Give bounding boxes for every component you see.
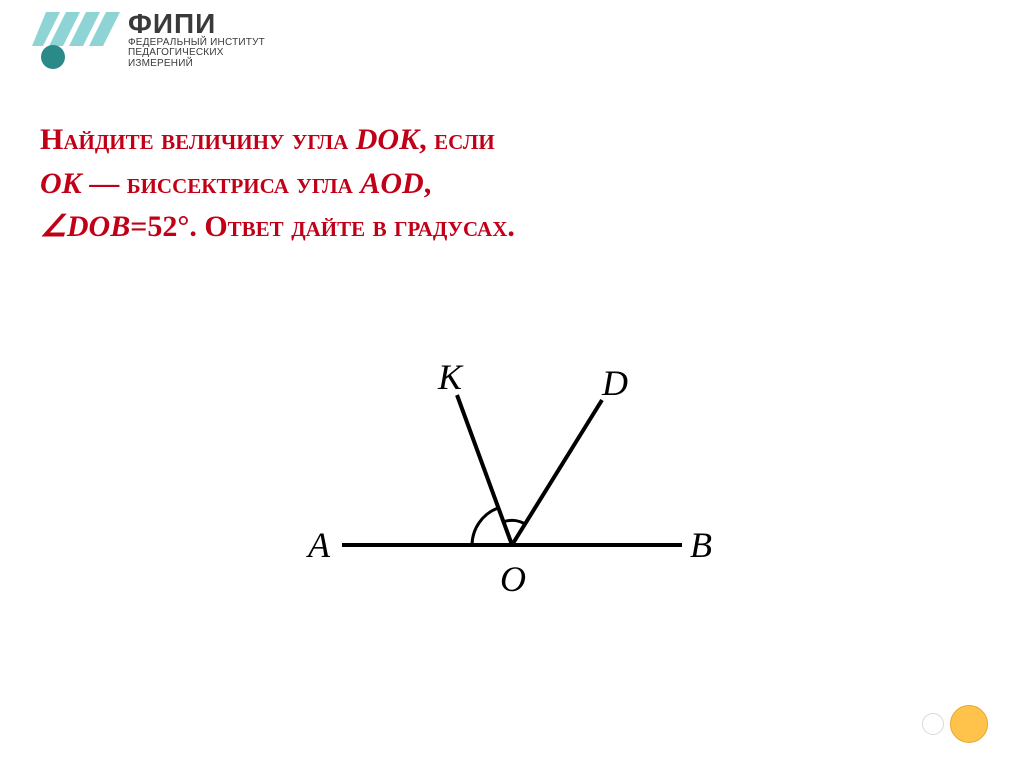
var-ok: OK [40,167,82,200]
label-a: A [306,525,331,565]
line2-end: , [424,167,432,200]
logo-text-block: ФИПИ ФЕДЕРАЛЬНЫЙ ИНСТИТУТ ПЕДАГОГИЧЕСКИХ… [128,9,265,70]
var-dok: DOK [356,123,419,156]
logo-circle [41,45,65,69]
label-b: B [690,525,712,565]
label-k: K [437,357,464,397]
arc-kod [503,520,525,524]
logo-graphic [32,8,122,70]
fipi-logo: ФИПИ ФЕДЕРАЛЬНЫЙ ИНСТИТУТ ПЕДАГОГИЧЕСКИХ… [32,8,265,70]
geometry-diagram: K D A B O [302,345,722,645]
label-d: D [601,363,628,403]
problem-text: Найдите величину угла DOK, если OK — бис… [40,118,984,249]
line3-mid: =52°. Ответ дайте в градусах. [130,210,515,243]
label-o: O [500,559,526,599]
logo-stripes [32,12,120,46]
line1-prefix: Найдите величину угла [40,123,356,156]
nav-dots [922,705,988,743]
line1-suffix: , если [419,123,495,156]
ray-od [512,400,602,545]
var-dob: ∠DOB [40,210,130,243]
logo-sub-3: ИЗМЕРЕНИЙ [128,59,265,70]
line2-mid: — биссектриса угла [82,167,361,200]
nav-prev-button[interactable] [922,713,944,735]
arc-aok [472,508,498,545]
logo-title: ФИПИ [128,9,265,38]
nav-next-button[interactable] [950,705,988,743]
var-aod: AOD [360,167,423,200]
